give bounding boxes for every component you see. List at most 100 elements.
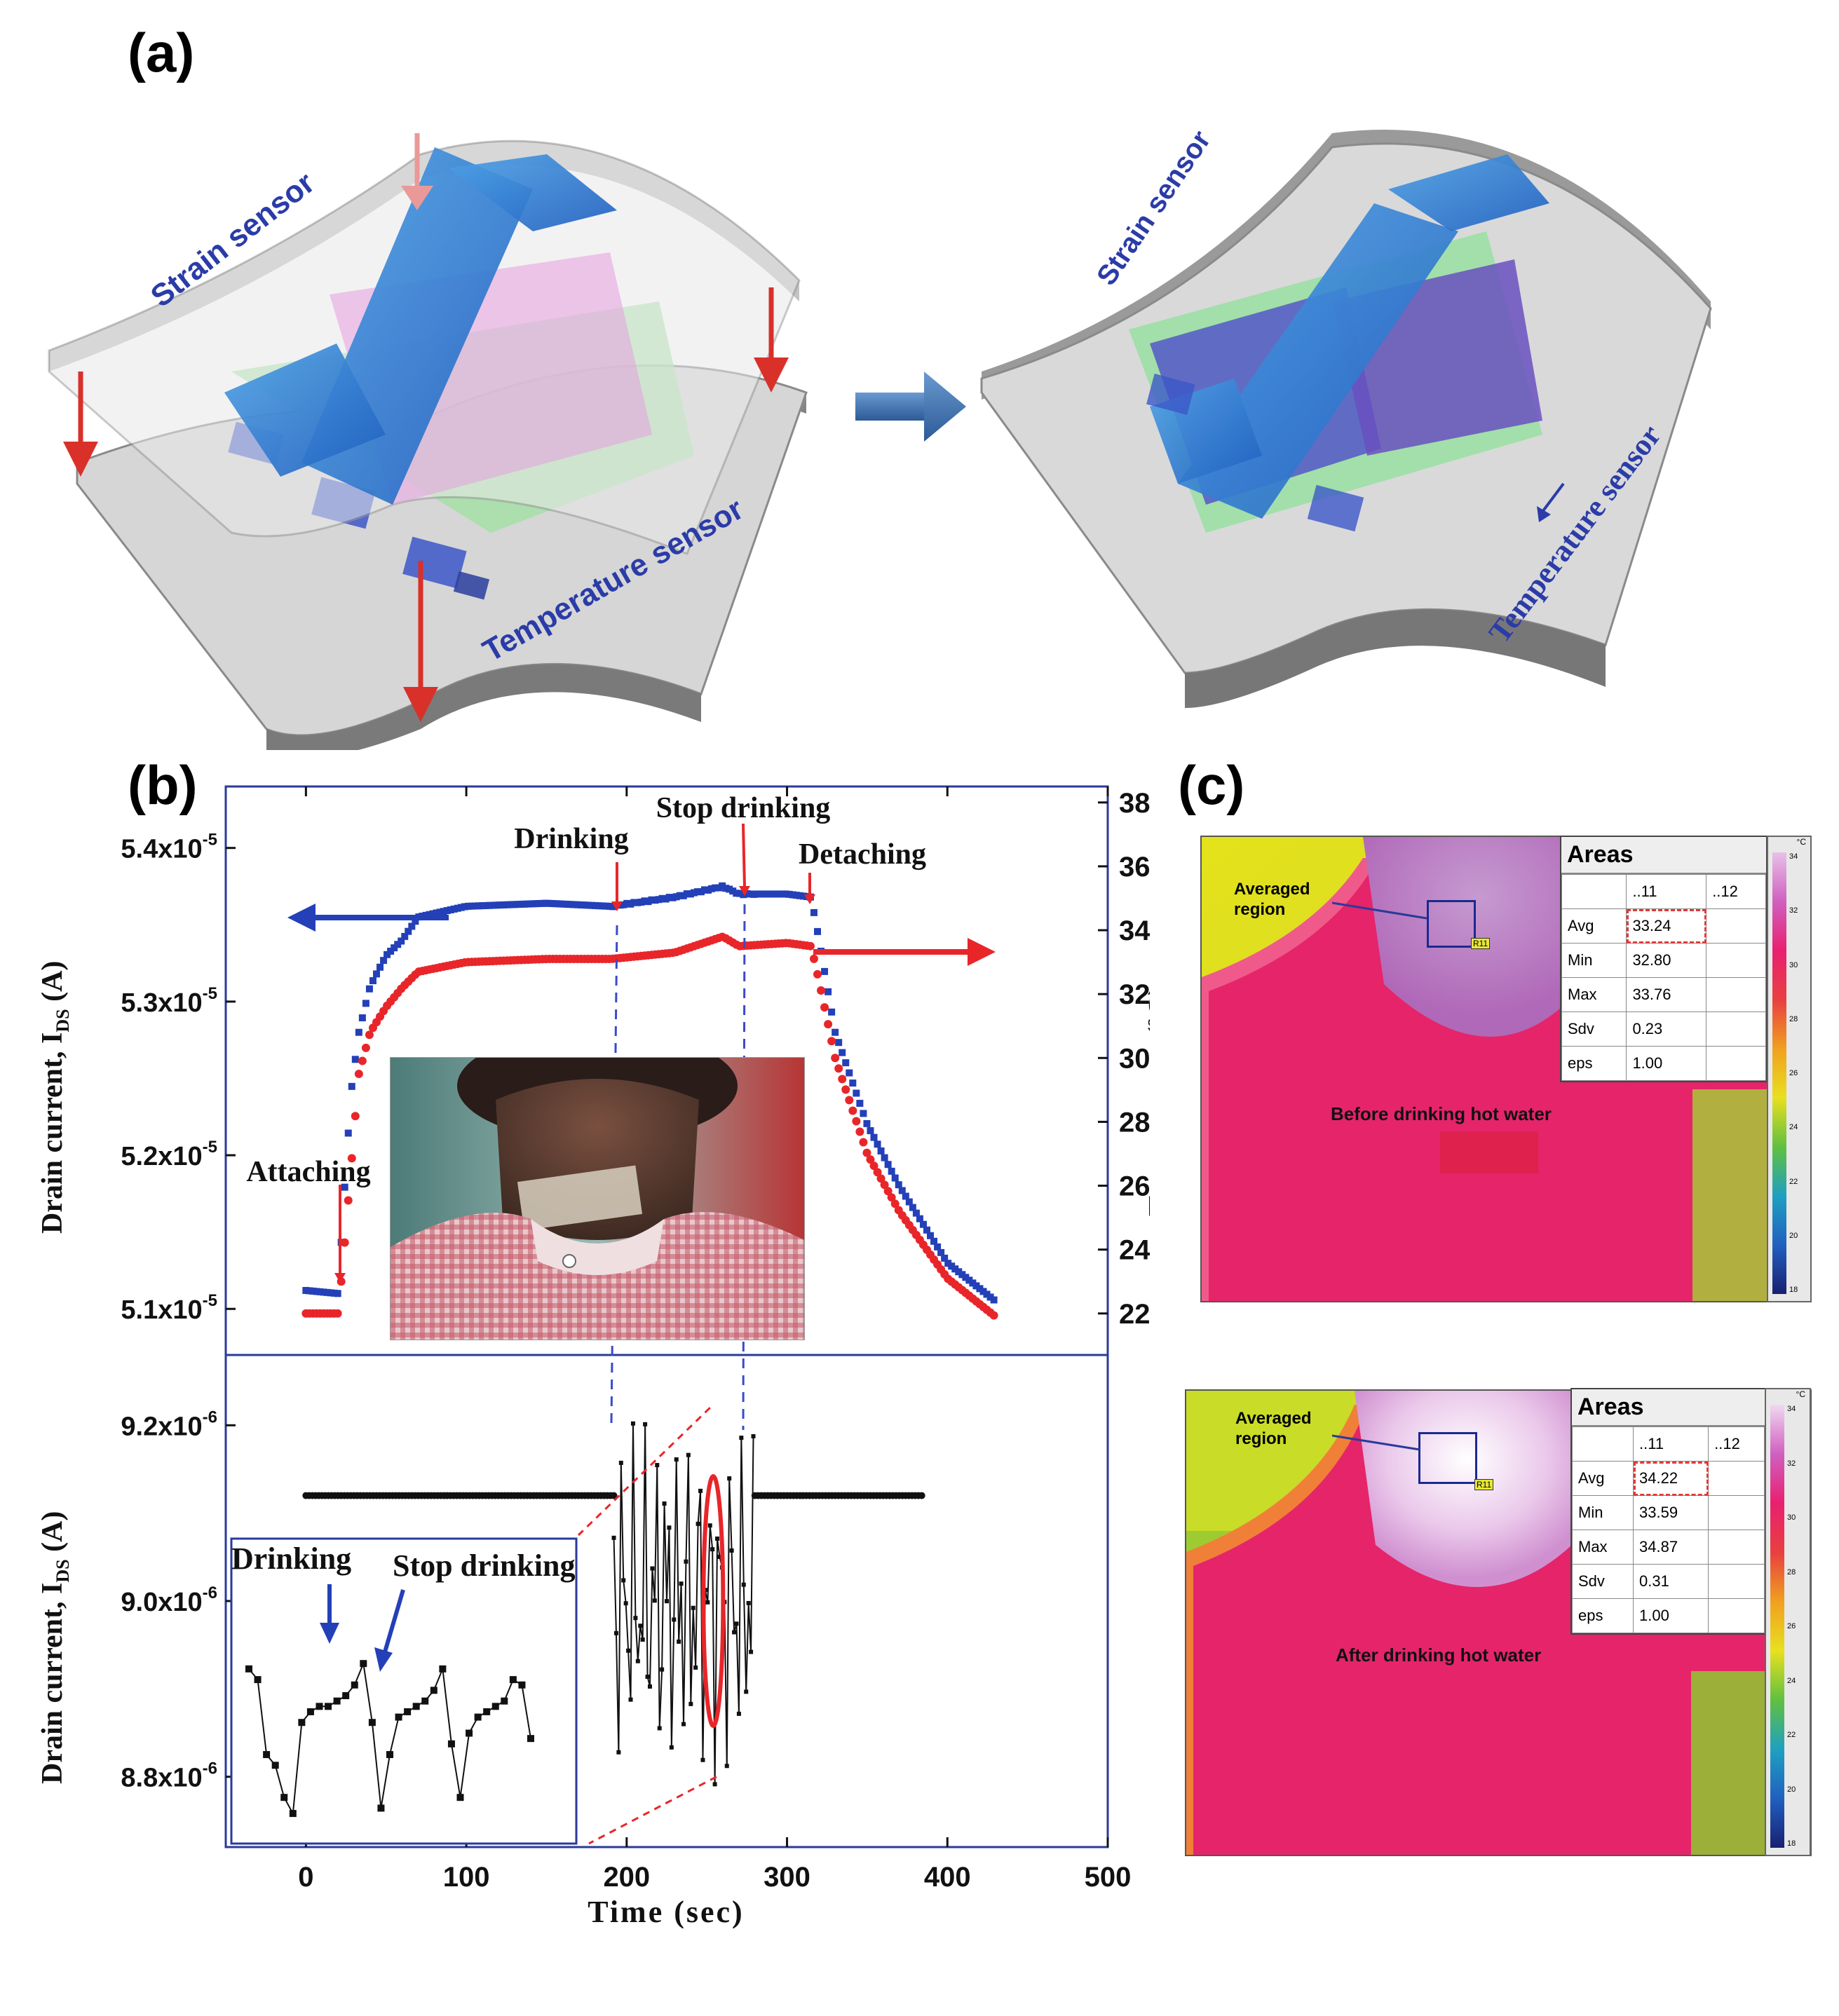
blue-series-point (726, 885, 733, 893)
blue-series-point (665, 894, 673, 901)
blue-series-point (863, 1119, 871, 1127)
scale-tick-label: 22 (1787, 1731, 1796, 1739)
scale-tick-label: 22 (1789, 1177, 1798, 1186)
blue-series-point (792, 892, 800, 899)
blue-series-point (853, 1089, 860, 1097)
blue-series-point (750, 890, 758, 898)
blue-series-point (641, 897, 649, 905)
blue-series-point (566, 901, 574, 908)
blue-series-point (351, 1056, 359, 1063)
blue-series-point (972, 1282, 980, 1290)
blue-series-point (644, 898, 652, 906)
areas-grid-after: ..11 ..12 Avg 34.22 Min 33.59 Max 34.87 Sdv 0… (1571, 1426, 1765, 1633)
blue-series-point (693, 888, 701, 896)
oscillation-segment (695, 1523, 699, 1668)
blue-series-point (761, 890, 768, 898)
oscillation-segment (709, 1525, 714, 1550)
areas-title-after: Areas (1572, 1389, 1765, 1426)
inset-arrowhead (374, 1647, 393, 1672)
blue-series-point (376, 963, 384, 971)
blue-series-point (524, 900, 532, 908)
blue-series-point (429, 910, 437, 918)
scale-bar-before (1772, 852, 1786, 1294)
oscillation-segment (623, 1580, 627, 1604)
blue-series-point (771, 890, 779, 898)
blue-series-point (620, 901, 627, 908)
scale-tick-label: 28 (1789, 1014, 1798, 1023)
blue-series-point (570, 901, 578, 908)
zoom-connector (577, 1407, 711, 1537)
red-series-point (883, 1187, 893, 1196)
top-right-tick-label: 28 (1119, 1107, 1150, 1138)
blue-series-point (538, 899, 546, 907)
red-series-point (890, 1199, 900, 1208)
inset-segment (380, 1754, 391, 1809)
blue-series-point (835, 1039, 843, 1047)
blue-series-point (916, 1215, 923, 1222)
blue-series-point (905, 1198, 913, 1206)
oscillation-segment (675, 1459, 680, 1642)
blue-series-point (464, 902, 472, 910)
annotation-pointer-head (739, 886, 750, 896)
red-series-point (838, 1075, 847, 1084)
scale-unit-after: °C (1796, 1389, 1805, 1399)
blue-series-point (517, 900, 525, 908)
blue-series-point (401, 932, 409, 940)
blue-series-point (486, 901, 494, 909)
blue-series-point (440, 908, 447, 915)
blue-series-point (577, 901, 585, 908)
x-tick-label: 200 (603, 1862, 650, 1893)
averaged-region-pointer-after (1332, 1434, 1420, 1451)
blue-series-point (747, 890, 754, 898)
blue-series-point (672, 893, 680, 901)
top-right-tick-label: 34 (1119, 915, 1150, 946)
row-label: Max (1571, 1530, 1634, 1565)
blue-series-point (937, 1248, 945, 1256)
red-series-point (887, 1193, 896, 1202)
roi-tag-after: R11 (1474, 1479, 1494, 1490)
inset-point (527, 1735, 534, 1743)
blue-series-point (302, 1286, 310, 1294)
oscillation-segment (644, 1424, 649, 1677)
red-series-point (989, 1311, 998, 1320)
inset-segment (433, 1668, 444, 1691)
blue-series-point (433, 909, 440, 917)
blue-series-point (708, 885, 716, 892)
oscillation-segment (642, 1424, 646, 1640)
blue-series-point (976, 1285, 984, 1293)
blue-series-point (775, 890, 782, 898)
min-value: 32.80 (1626, 943, 1707, 978)
blue-series-point (821, 967, 829, 975)
blue-series-point (884, 1161, 892, 1169)
top-right-tick-label: 24 (1119, 1235, 1150, 1266)
bottom-y-tick-label: 9.0x10-6 (121, 1583, 217, 1617)
inset-segment (389, 1717, 400, 1755)
blue-series-point (842, 1059, 850, 1067)
blue-series-point (482, 901, 489, 909)
oscillation-segment (745, 1602, 749, 1692)
col-header: ..11 (1633, 1426, 1709, 1462)
inset-segment (292, 1722, 303, 1814)
panel-b-chart: 5.1x10-5 5.2x10-5 5.3x10-5 5.4x10-5 22 24 26 28… (36, 785, 1150, 1929)
scale-tick-label: 32 (1789, 906, 1798, 915)
blue-series-point (898, 1187, 906, 1194)
inset-segment (450, 1743, 461, 1798)
blue-series-point (810, 908, 817, 916)
blue-series-point (874, 1140, 881, 1148)
oscillation-segment (731, 1550, 735, 1633)
scale-ticks-after: 34 32 30 28 26 24 22 20 18 (1787, 1405, 1796, 1848)
red-series-point (873, 1168, 882, 1177)
thermal-caption-before: Before drinking hot water (1331, 1103, 1552, 1124)
inset-label-drinking: Drinking (231, 1541, 351, 1576)
blue-series-point (768, 890, 775, 898)
blue-series-point (405, 927, 412, 935)
red-series-point (831, 1054, 840, 1063)
blue-series-point (599, 902, 606, 910)
blue-series-point (719, 882, 726, 890)
scale-tick-label: 34 (1789, 852, 1798, 861)
red-series-point (340, 1238, 349, 1247)
blue-series-point (849, 1079, 857, 1087)
blue-series-point (825, 988, 832, 995)
blue-series-point (542, 899, 550, 907)
blue-series-point (877, 1147, 885, 1155)
